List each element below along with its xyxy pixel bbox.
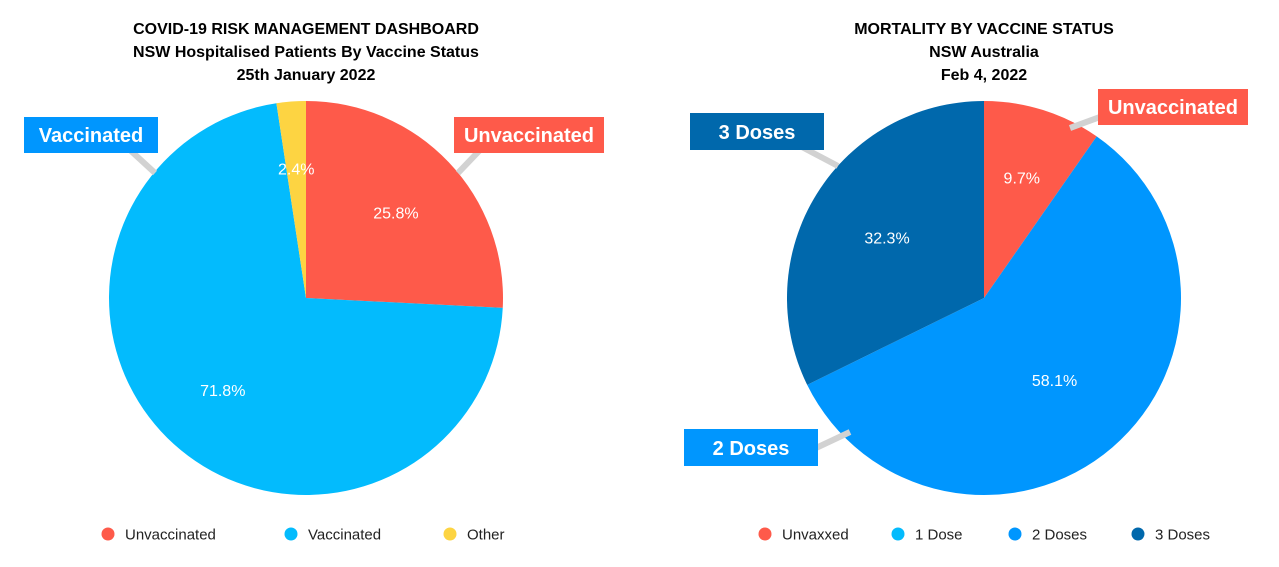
chart-title-line: 25th January 2022 xyxy=(237,67,376,84)
slice-data-label: 71.8% xyxy=(200,383,245,400)
chart-title-line: COVID-19 RISK MANAGEMENT DASHBOARD xyxy=(133,21,479,38)
legend-swatch xyxy=(1131,527,1145,541)
callouts: Vaccinated Unvaccinated xyxy=(24,117,604,176)
legend-label: 2 Doses xyxy=(1032,527,1087,544)
pie-slice-vaccinated xyxy=(109,103,503,495)
callout-leader-line xyxy=(814,429,852,451)
legend-label: Unvaxxed xyxy=(782,527,849,544)
chart-title-line: Feb 4, 2022 xyxy=(941,67,1027,84)
callout-box xyxy=(1098,89,1248,125)
slice-data-label: 58.1% xyxy=(1032,373,1077,390)
chart-title: COVID-19 RISK MANAGEMENT DASHBOARD NSW H… xyxy=(133,21,479,84)
callouts: 3 Doses Unvaccinated 2 Doses xyxy=(684,89,1248,466)
legend-swatch xyxy=(443,527,457,541)
chart-title-line: NSW Australia xyxy=(929,44,1039,61)
pie-slice-unvaxxed xyxy=(984,101,1097,298)
legend-swatch xyxy=(891,527,905,541)
callout-leader-line xyxy=(1068,114,1102,131)
legend: Unvaccinated Vaccinated Other xyxy=(101,527,505,544)
legend-label: Vaccinated xyxy=(308,527,381,544)
legend-label: 1 Dose xyxy=(915,527,963,544)
legend-label: Other xyxy=(467,527,505,544)
legend-swatch xyxy=(758,527,772,541)
pie-slice-3-doses xyxy=(787,101,984,385)
slice-data-label: 25.8% xyxy=(373,205,418,222)
pie-slice-2-doses xyxy=(807,136,1181,495)
pie-slices: 25.8% 71.8% 2.4% xyxy=(109,101,504,495)
hospitalised-pie-chart: COVID-19 RISK MANAGEMENT DASHBOARD NSW H… xyxy=(24,21,604,544)
callout-leader-line xyxy=(455,147,483,176)
legend: Unvaxxed 1 Dose 2 Doses 3 Doses xyxy=(758,527,1210,544)
slice-data-label: 2.4% xyxy=(278,161,314,178)
slice-data-label: 9.7% xyxy=(1004,171,1040,188)
slice-data-label: 32.3% xyxy=(864,231,909,248)
callout-box xyxy=(454,117,604,153)
callout-label: 2 Doses xyxy=(713,438,790,460)
chart-title-line: NSW Hospitalised Patients By Vaccine Sta… xyxy=(133,44,479,61)
callout-label: Unvaccinated xyxy=(1108,97,1238,119)
callout-leader-line xyxy=(127,147,158,176)
callout-label: Vaccinated xyxy=(39,125,144,147)
pie-slice-unvaccinated xyxy=(306,101,504,308)
callout-box xyxy=(684,429,818,466)
callout-box xyxy=(690,113,824,150)
callout-label: 3 Doses xyxy=(719,122,796,144)
legend-label: Unvaccinated xyxy=(125,527,216,544)
pie-slice-other xyxy=(276,101,306,298)
legend-swatch xyxy=(1008,527,1022,541)
chart-title-line: MORTALITY BY VACCINE STATUS xyxy=(854,21,1114,38)
chart-title: MORTALITY BY VACCINE STATUS NSW Australi… xyxy=(854,21,1114,84)
pie-slices: 9.7% 58.1% 32.3% xyxy=(787,101,1181,495)
mortality-pie-chart: MORTALITY BY VACCINE STATUS NSW Australi… xyxy=(684,21,1248,544)
callout-box xyxy=(24,117,158,153)
callout-label: Unvaccinated xyxy=(464,125,594,147)
legend-swatch xyxy=(101,527,115,541)
legend-swatch xyxy=(284,527,298,541)
legend-label: 3 Doses xyxy=(1155,527,1210,544)
